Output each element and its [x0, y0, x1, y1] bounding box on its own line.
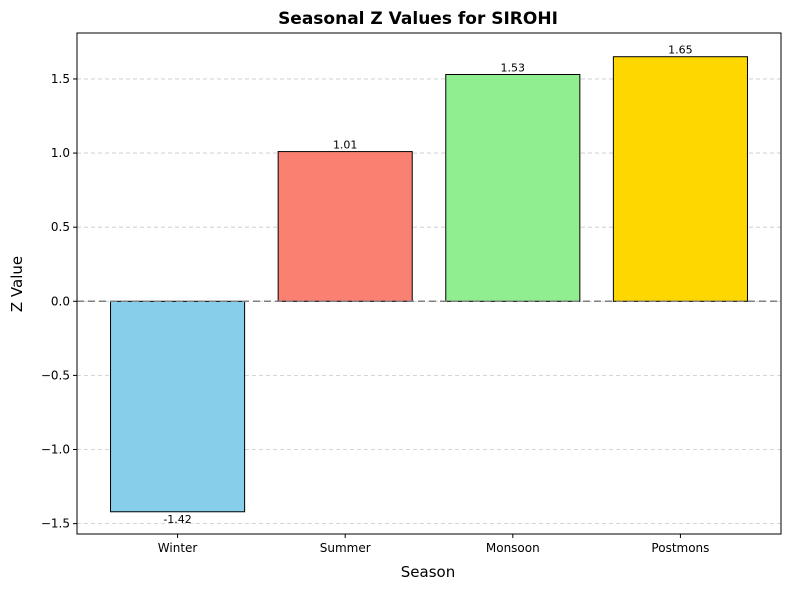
- x-tick-label: Summer: [320, 541, 371, 555]
- axis-layer: [73, 32, 782, 538]
- x-tick-label: Monsoon: [486, 541, 540, 555]
- data-label-summer: 1.01: [333, 139, 358, 152]
- y-tick-label: 0.5: [51, 220, 70, 234]
- chart-title: Seasonal Z Values for SIROHI: [278, 9, 558, 29]
- y-tick-label: −1.5: [41, 517, 70, 531]
- plot-frame: [76, 32, 782, 535]
- y-tick-label: 1.0: [51, 146, 70, 160]
- bar-summer: [277, 151, 413, 302]
- data-label-winter: -1.42: [163, 513, 191, 526]
- bar-layer: [110, 56, 748, 513]
- label-layer: −1.5 −1.0 −0.5 0.0 0.5 1.0 1.5 -1.42 Winter 1.01 S…: [41, 44, 710, 555]
- y-tick-label: 0.0: [51, 294, 70, 308]
- bar-postmons: [612, 56, 748, 302]
- y-tick-label: −1.0: [41, 443, 70, 457]
- data-label-monsoon: 1.53: [501, 62, 526, 75]
- y-tick-label: 1.5: [51, 72, 70, 86]
- bar-monsoon: [445, 74, 581, 302]
- x-axis-label: Season: [401, 563, 455, 581]
- x-tick-label: Winter: [158, 541, 198, 555]
- data-label-postmons: 1.65: [668, 44, 693, 57]
- y-axis-label: Z Value: [8, 256, 26, 312]
- x-tick-label: Postmons: [651, 541, 709, 555]
- bar-winter: [110, 300, 246, 513]
- y-tick-label: −0.5: [41, 368, 70, 382]
